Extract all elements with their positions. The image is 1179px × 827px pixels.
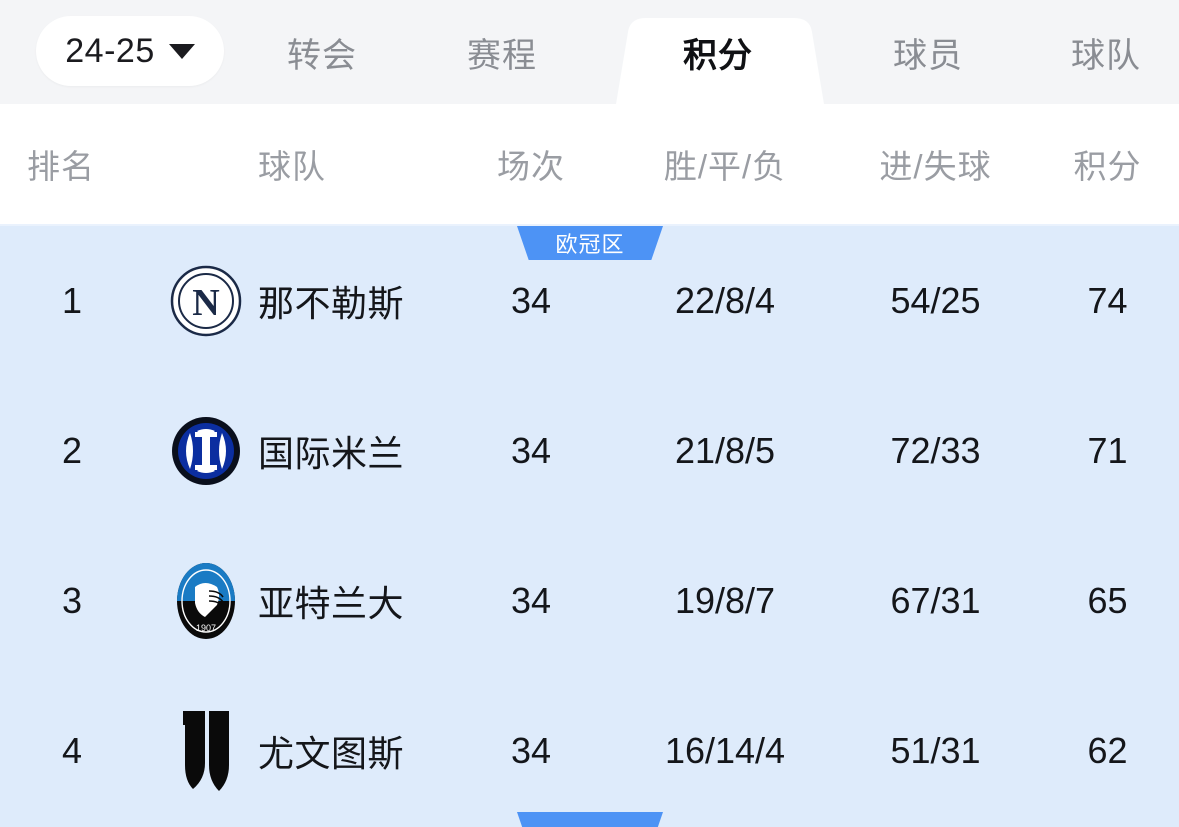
row-matches: 34 <box>510 430 552 471</box>
row-points: 62 <box>1087 730 1128 771</box>
tab-teams[interactable]: 球队 <box>1026 0 1179 104</box>
zone-badge-next <box>517 812 663 827</box>
zone-badge-champions-league: 欧冠区 <box>517 226 663 260</box>
tab-schedule[interactable]: 赛程 <box>416 0 588 104</box>
column-header-goals: 进/失球 <box>879 148 992 185</box>
row-goals: 54/25 <box>890 280 981 321</box>
tab-teams-label: 球队 <box>1071 36 1141 75</box>
season-selector-label: 24-25 <box>65 31 155 70</box>
row-goals: 72/33 <box>890 430 981 471</box>
zone-badge-label: 欧冠区 <box>555 232 625 257</box>
row-points: 71 <box>1087 430 1128 471</box>
row-wdl: 22/8/4 <box>674 280 776 321</box>
tab-transfers[interactable]: 转会 <box>236 0 408 104</box>
row-goals: 51/31 <box>890 730 981 771</box>
row-rank: 3 <box>62 580 83 621</box>
table-row[interactable]: 4 尤文图斯 34 16/14/4 51/31 62 <box>0 676 1179 826</box>
column-header-wdl: 胜/平/负 <box>663 148 787 185</box>
row-wdl: 19/8/7 <box>674 580 776 621</box>
row-matches: 34 <box>510 280 552 321</box>
svg-text:1907: 1907 <box>196 623 216 633</box>
row-rank: 2 <box>62 430 83 471</box>
row-points: 65 <box>1087 580 1128 621</box>
tab-transfers-label: 转会 <box>287 36 357 75</box>
row-wdl: 16/14/4 <box>664 730 786 771</box>
row-team-name: 国际米兰 <box>258 433 405 474</box>
juventus-crest-icon <box>166 676 246 826</box>
row-rank: 4 <box>62 730 83 771</box>
top-navigation-bar: 24-25 转会 赛程 积分 球员 球队 <box>0 0 1179 104</box>
atalanta-crest-icon: 1907 <box>166 526 246 676</box>
column-header-matches: 场次 <box>497 148 565 185</box>
tab-players[interactable]: 球员 <box>842 0 1014 104</box>
row-team-name: 那不勒斯 <box>258 283 405 324</box>
table-row[interactable]: 3 1907 亚特兰大 34 19/8/7 67/31 65 <box>0 526 1179 676</box>
standings-table-body: 欧冠区 1 N 那不勒斯 34 22/8/4 54/25 74 2 <box>0 224 1179 827</box>
tab-players-label: 球员 <box>893 36 963 75</box>
row-goals: 67/31 <box>890 580 981 621</box>
inter-milan-crest-icon <box>166 376 246 526</box>
active-tab-background <box>608 14 832 104</box>
row-matches: 34 <box>510 730 552 771</box>
season-selector[interactable]: 24-25 <box>36 16 224 86</box>
tab-bar: 转会 赛程 积分 球员 球队 <box>236 0 1179 104</box>
chevron-down-icon <box>168 43 195 59</box>
svg-text:N: N <box>192 282 219 324</box>
row-team-name: 尤文图斯 <box>258 733 405 774</box>
row-team-name: 亚特兰大 <box>258 583 405 624</box>
row-matches: 34 <box>510 580 552 621</box>
row-wdl: 21/8/5 <box>674 430 776 471</box>
row-points: 74 <box>1087 280 1128 321</box>
row-rank: 1 <box>62 280 83 321</box>
column-header-rank: 排名 <box>27 148 95 185</box>
column-header-team: 球队 <box>258 148 326 185</box>
tab-schedule-label: 赛程 <box>467 36 537 75</box>
tab-standings[interactable]: 积分 <box>608 0 828 104</box>
table-row[interactable]: 1 N 那不勒斯 34 22/8/4 54/25 74 <box>0 226 1179 376</box>
table-row[interactable]: 2 国际米兰 34 21/8/5 72/33 71 <box>0 376 1179 526</box>
napoli-crest-icon: N <box>166 226 246 376</box>
column-header-points: 积分 <box>1073 148 1142 185</box>
table-column-header: 排名 球队 场次 胜/平/负 进/失球 积分 <box>0 104 1179 224</box>
tab-standings-label: 积分 <box>683 36 753 75</box>
